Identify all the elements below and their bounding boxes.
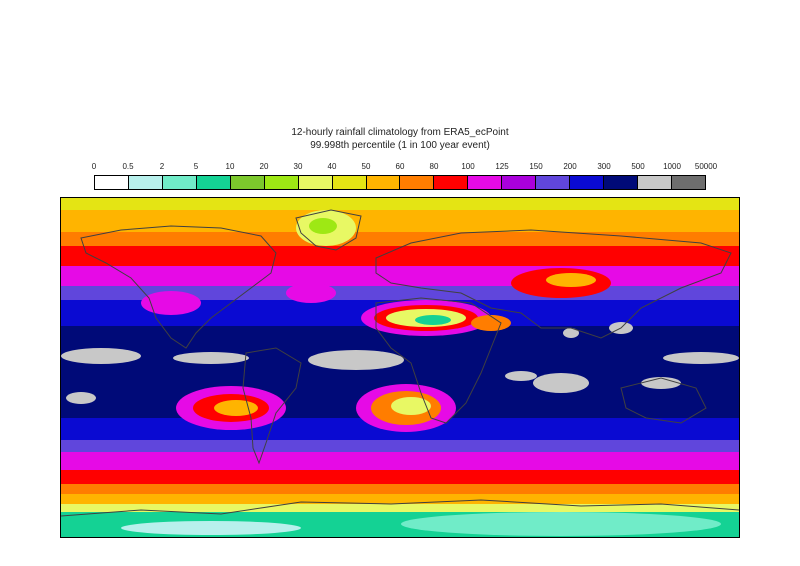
legend-tick-label: 0 [91,162,97,171]
legend-tick-label: 20 [259,162,269,171]
legend-tick-label: 150 [529,162,543,171]
legend-swatch [366,176,401,189]
legend-swatch [604,176,638,189]
legend-tick-label: 30 [293,162,303,171]
legend-tick-label: 300 [597,162,611,171]
legend-swatch [502,176,537,189]
legend-swatch [468,176,503,189]
legend-swatch [332,176,367,189]
legend-swatch [638,176,672,189]
legend-swatch [162,176,197,189]
map-subtitle: 99.998th percentile (1 in 100 year event… [310,140,490,151]
legend-swatch [298,176,333,189]
legend-tick-label: 500 [631,162,645,171]
legend-tick-label: 125 [495,162,509,171]
legend-tick-label: 2 [159,162,165,171]
legend-tick-label: 50 [361,162,371,171]
legend-tick-label: 50000 [694,162,718,171]
legend-tick-labels: 0 0.5 2 5 10 20 30 40 50 60 80 100 125 150 200 300 500 10… [0,162,800,174]
legend-swatch [434,176,469,189]
world-map-icon [61,198,739,537]
legend-swatch [671,176,705,189]
legend-swatch [128,176,163,189]
legend-tick-label: 60 [395,162,405,171]
legend-swatch [196,176,231,189]
legend-tick-label: 100 [461,162,475,171]
legend-tick-label: 10 [225,162,235,171]
legend-swatch [400,176,435,189]
legend-swatch [95,176,129,189]
legend-tick-label: 200 [563,162,577,171]
legend-tick-label: 1000 [663,162,681,171]
legend-swatch [570,176,605,189]
map-title: 12-hourly rainfall climatology from ERA5… [291,127,509,138]
legend-tick-label: 5 [193,162,199,171]
world-map [60,197,740,538]
color-legend-bar [94,175,706,190]
legend-swatch [264,176,299,189]
legend-swatch [536,176,571,189]
legend-tick-label: 0.5 [122,162,134,171]
legend-tick-label: 40 [327,162,337,171]
legend-swatch [230,176,265,189]
legend-tick-label: 80 [429,162,439,171]
